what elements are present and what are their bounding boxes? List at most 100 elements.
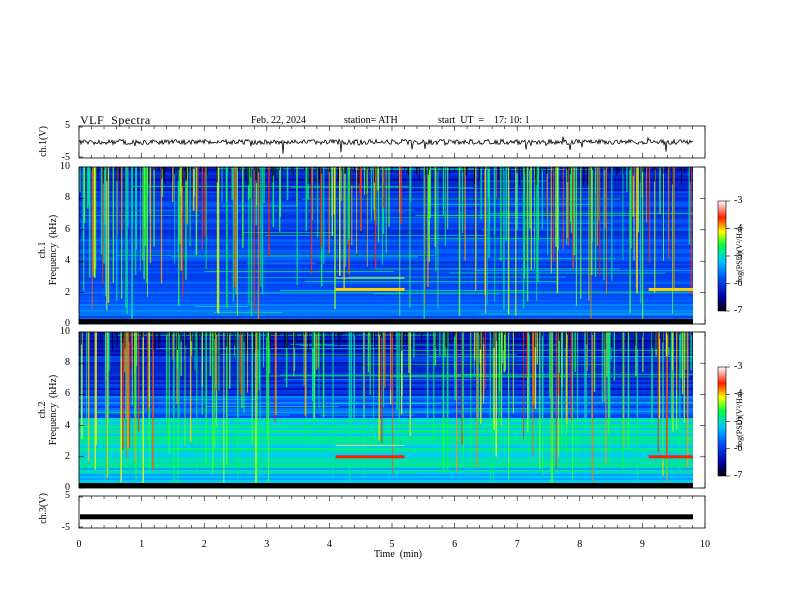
ch2-sferic (367, 332, 370, 373)
ch2-sferic (591, 332, 594, 483)
ch2-sferic (532, 332, 535, 405)
ch1-dark-noise (250, 167, 252, 178)
ch2-sferic (373, 332, 375, 420)
ch1-freq-label-group: ch.1 Frequency (kHz) (37, 200, 67, 300)
ch2-band (79, 446, 693, 449)
ch2-dark-noise (668, 332, 670, 348)
ch1-dark-noise (539, 167, 541, 175)
ch2-sferic (551, 332, 554, 486)
ch2-dark-noise (111, 332, 113, 339)
ch2-channel-label: ch.2 (37, 401, 48, 419)
waveform-layer (79, 136, 694, 520)
ch2-dark-noise (170, 332, 172, 337)
ch1-dark-noise (681, 167, 683, 184)
ch2-dark-noise (517, 332, 519, 334)
ch1-sferic (260, 167, 262, 287)
ch2-sferic (80, 332, 82, 473)
ch1-band (79, 299, 693, 303)
ch1-dark-noise (689, 167, 691, 183)
ch1-sferic (672, 167, 674, 314)
ch2-dark-noise (145, 332, 147, 333)
ch2-sferic (259, 332, 261, 478)
ch2-sferic (304, 332, 307, 416)
ch2-sferic (474, 332, 476, 360)
ch1-sferic (399, 167, 401, 213)
ch2-dark-noise (370, 332, 372, 339)
ch1-dark-noise (206, 167, 208, 176)
ch2-sferic (256, 332, 258, 484)
ch1-sferic (428, 167, 431, 262)
ch2-streak (183, 399, 257, 401)
ch1-colorbar (717, 200, 727, 312)
ch1-band (79, 311, 693, 315)
ch1-sferic (231, 167, 233, 200)
ch2-streak (190, 430, 514, 432)
colorbar-tick-label: -6 (734, 442, 743, 454)
ch2-dark-noise (308, 332, 310, 349)
ch2-sferic (480, 332, 482, 424)
ch1-sferic (121, 167, 123, 299)
ch2-sferic (503, 332, 505, 373)
ch1-dark-noise (466, 167, 468, 175)
ch2-sferic (601, 332, 603, 403)
ch1-dark-noise (337, 167, 339, 182)
ch2-band (79, 358, 693, 361)
ch2-streak (273, 421, 476, 423)
ch1-dark-noise (200, 167, 202, 172)
ch1-sferic (480, 167, 482, 220)
ch1-sferic (427, 167, 430, 235)
ch2-sferic (534, 332, 537, 409)
ch2-sferic (577, 332, 579, 457)
ch2-sferic (426, 332, 429, 430)
ch1-sferic (82, 167, 84, 241)
ch1-band (79, 303, 693, 307)
ch1-sferic (216, 167, 218, 312)
ch1-sferic (196, 167, 199, 212)
ch2-sferic (483, 332, 485, 404)
ch2-sferic (495, 332, 498, 457)
ch2-dark-noise (312, 332, 314, 349)
x-axis-label: Time (min) (374, 549, 422, 560)
ch1-sferic (500, 167, 502, 262)
date-label: Feb. 22, 2024 (251, 115, 306, 126)
ch2-band (79, 468, 693, 471)
ch1-sferic (547, 167, 549, 255)
ch2-dark-noise (154, 332, 156, 350)
ch1-band (79, 293, 693, 297)
ch2-sferic (607, 332, 609, 399)
ch1-sferic (409, 167, 411, 308)
ch1-sferic (572, 167, 574, 269)
ch1-dark-noise (498, 167, 500, 180)
ch2-sferic (400, 332, 403, 415)
ch2-sferic (593, 332, 596, 392)
ch1-sferic (323, 167, 325, 264)
ch1-sferic (272, 167, 275, 227)
ch1-streak (373, 268, 620, 270)
ch1-sferic (654, 167, 656, 293)
ch1-sferic (261, 167, 264, 295)
ch1-sferic (410, 167, 412, 203)
ch2-sferic (642, 332, 644, 373)
ch2-sferic (332, 332, 334, 476)
ch1-sferic (570, 167, 573, 233)
ch1-dark-noise (524, 167, 526, 174)
ch1-sferic (236, 167, 238, 316)
ch2-band (79, 424, 693, 427)
y-tick-label: 0 (65, 318, 70, 329)
ch2-dark-noise (124, 332, 126, 349)
ch2-band (79, 348, 693, 351)
ch1-sferic (550, 167, 552, 274)
ch1-dark-noise (518, 167, 520, 185)
ch1-dark-noise (569, 167, 571, 175)
ch2-sferic (274, 332, 276, 423)
ch2-sferic (312, 332, 315, 422)
ch2-band (79, 420, 693, 423)
ch1-sferic (180, 167, 182, 271)
ch1-dark-noise (684, 167, 686, 174)
ch1-waveform-trace (79, 136, 694, 154)
ch2-sferic (690, 332, 692, 371)
ch1-sferic (310, 167, 313, 274)
ch1-dark-noise (238, 167, 240, 170)
ch2-dark-noise (530, 332, 532, 344)
ch1-sferic (370, 167, 372, 221)
